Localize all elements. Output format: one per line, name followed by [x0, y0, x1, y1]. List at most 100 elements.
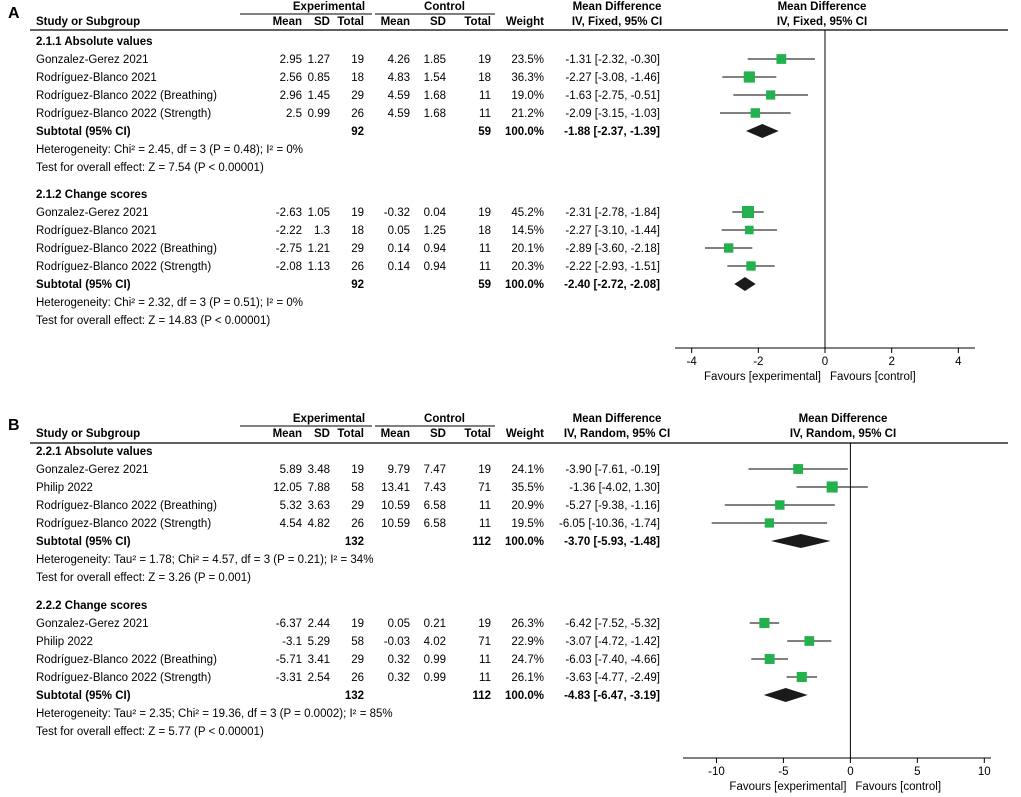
subgroup-title: 2.1.2 Change scores — [36, 189, 147, 201]
overall-effect-text: Test for overall effect: Z = 5.77 (P < 0… — [36, 726, 264, 738]
c-total: 71 — [478, 482, 491, 494]
subtotal-e-total: 92 — [351, 126, 364, 138]
header-study: Study or Subgroup — [36, 428, 140, 440]
heterogeneity-text: Heterogeneity: Tau² = 2.35; Chi² = 19.36… — [36, 708, 393, 720]
study-name: Gonzalez-Gerez 2021 — [36, 618, 149, 630]
study-name: Gonzalez-Gerez 2021 — [36, 464, 149, 476]
c-mean: 4.59 — [388, 108, 410, 120]
heterogeneity-text: Heterogeneity: Chi² = 2.45, df = 3 (P = … — [36, 144, 303, 156]
study-name: Rodríguez-Blanco 2021 — [36, 72, 157, 84]
e-mean: -3.31 — [276, 672, 302, 684]
c-total: 11 — [479, 672, 491, 684]
c-sd: 0.94 — [424, 243, 447, 255]
subtotal-ci-text: -4.83 [-6.47, -3.19] — [564, 690, 660, 702]
subtotal-ci-text: -1.88 [-2.37, -1.39] — [564, 126, 660, 138]
ci-text: -3.07 [-4.72, -1.42] — [565, 636, 660, 648]
e-mean: 12.05 — [273, 482, 302, 494]
subgroup-title: 2.2.1 Absolute values — [36, 446, 153, 458]
weight: 35.5% — [511, 482, 544, 494]
header-effect-method: IV, Random, 95% CI — [564, 428, 670, 440]
overall-effect-text: Test for overall effect: Z = 3.26 (P = 0… — [36, 572, 251, 584]
effect-square — [723, 243, 734, 253]
study-name: Gonzalez-Gerez 2021 — [36, 207, 149, 219]
panel-label: A — [8, 5, 20, 22]
x-tick-label: 10 — [978, 766, 991, 778]
e-total: 29 — [351, 654, 364, 666]
e-total: 19 — [351, 464, 364, 476]
header-plot-method: IV, Random, 95% CI — [790, 428, 896, 440]
ci-text: -2.27 [-3.08, -1.46] — [565, 72, 660, 84]
e-sd: 1.13 — [308, 261, 330, 273]
c-mean: 9.79 — [388, 464, 410, 476]
study-name: Rodríguez-Blanco 2022 (Strength) — [36, 108, 211, 120]
e-mean: 2.56 — [280, 72, 302, 84]
header-experimental: Experimental — [293, 413, 365, 425]
subtotal-c-total: 112 — [472, 690, 491, 702]
e-sd: 1.45 — [308, 90, 330, 102]
x-tick-label: 0 — [822, 356, 828, 368]
effect-square — [745, 225, 754, 235]
e-mean: 4.54 — [280, 518, 303, 530]
c-sd: 0.94 — [424, 261, 447, 273]
e-total: 18 — [351, 225, 364, 237]
subtotal-ci-text: -3.70 [-5.93, -1.48] — [564, 536, 660, 548]
weight: 24.1% — [511, 464, 544, 476]
e-sd: 0.85 — [308, 72, 330, 84]
c-total: 19 — [478, 464, 491, 476]
e-sd: 5.29 — [308, 636, 330, 648]
ci-text: -2.31 [-2.78, -1.84] — [565, 207, 660, 219]
x-tick-label: 4 — [955, 356, 962, 368]
c-mean: 0.14 — [388, 261, 411, 273]
effect-square — [793, 464, 804, 474]
subgroup-title: 2.1.1 Absolute values — [36, 36, 153, 48]
e-sd: 1.21 — [308, 243, 330, 255]
c-total: 18 — [478, 225, 491, 237]
c-mean: 4.83 — [388, 72, 410, 84]
c-mean: 0.32 — [388, 654, 410, 666]
subtotal-weight: 100.0% — [505, 536, 544, 548]
weight: 24.7% — [511, 654, 544, 666]
c-sd: 7.43 — [424, 482, 446, 494]
subtotal-e-total: 132 — [345, 690, 364, 702]
e-total: 29 — [351, 90, 364, 102]
study-name: Rodríguez-Blanco 2021 — [36, 225, 157, 237]
study-name: Gonzalez-Gerez 2021 — [36, 54, 149, 66]
c-mean: 13.41 — [381, 482, 410, 494]
e-total: 26 — [351, 518, 364, 530]
e-total: 26 — [351, 261, 364, 273]
study-name: Rodríguez-Blanco 2022 (Breathing) — [36, 500, 217, 512]
header-c-sd: SD — [430, 16, 446, 28]
study-name: Rodríguez-Blanco 2022 (Strength) — [36, 518, 211, 530]
c-sd: 1.68 — [424, 108, 446, 120]
effect-square — [759, 617, 770, 629]
e-mean: -2.75 — [276, 243, 302, 255]
c-total: 11 — [479, 261, 491, 273]
c-total: 11 — [479, 90, 491, 102]
effect-square — [776, 54, 787, 64]
c-total: 19 — [478, 618, 491, 630]
e-sd: 2.54 — [308, 672, 331, 684]
subtotal-label: Subtotal (95% CI) — [36, 279, 131, 291]
subtotal-diamond — [770, 534, 831, 548]
header-e-total: Total — [337, 16, 364, 28]
c-mean: 0.14 — [388, 243, 411, 255]
header-effect-method: IV, Fixed, 95% CI — [572, 16, 662, 28]
c-mean: -0.03 — [384, 636, 410, 648]
x-tick-label: 5 — [914, 766, 920, 778]
e-sd: 7.88 — [308, 482, 330, 494]
c-mean: 0.32 — [388, 672, 410, 684]
c-sd: 0.21 — [424, 618, 446, 630]
c-sd: 1.68 — [424, 90, 446, 102]
subtotal-weight: 100.0% — [505, 126, 544, 138]
e-total: 29 — [351, 243, 364, 255]
e-mean: -6.37 — [276, 618, 302, 630]
e-mean: -5.71 — [276, 654, 302, 666]
e-sd: 0.99 — [308, 108, 330, 120]
heterogeneity-text: Heterogeneity: Tau² = 1.78; Chi² = 4.57,… — [36, 554, 373, 566]
effect-square — [764, 518, 775, 528]
e-sd: 4.82 — [308, 518, 330, 530]
c-mean: 0.05 — [388, 618, 410, 630]
forest-panel-A: A Experimental Control Mean Difference Mean … — [8, 1, 1008, 383]
e-sd: 1.05 — [308, 207, 330, 219]
e-mean: 5.89 — [280, 464, 302, 476]
